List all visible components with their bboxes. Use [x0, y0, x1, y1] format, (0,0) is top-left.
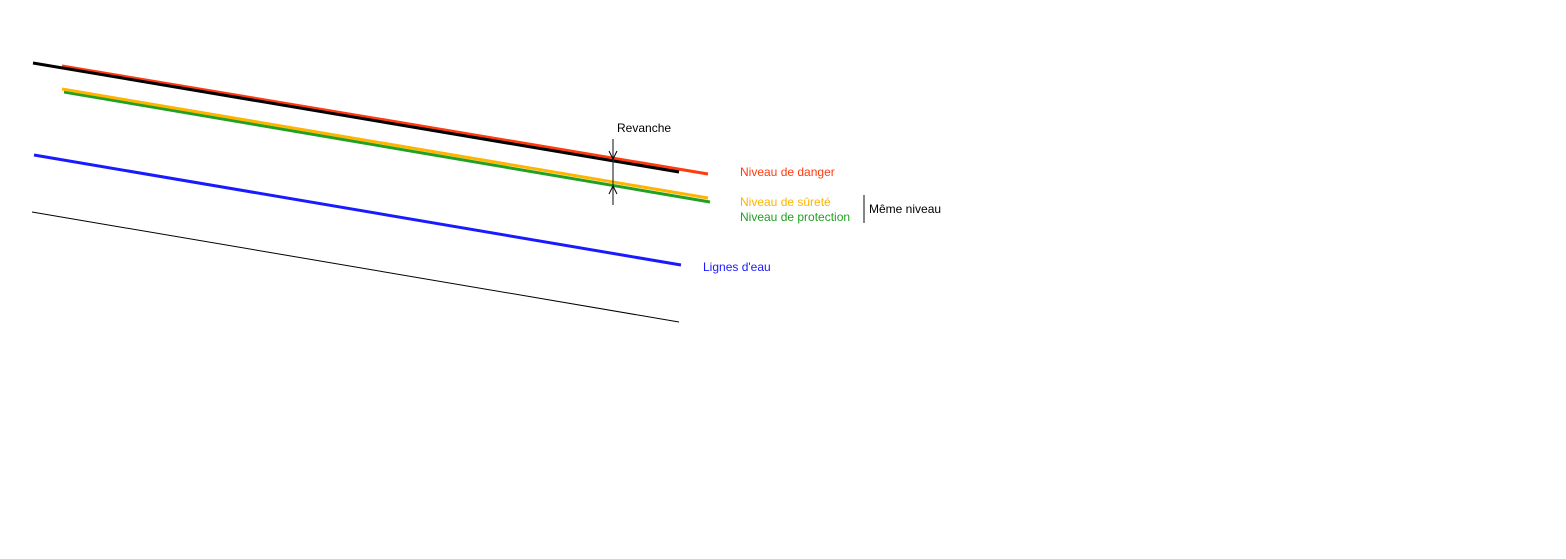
same-level-label: Même niveau — [869, 202, 942, 216]
protection-level-label: Niveau de protection — [740, 210, 851, 224]
revanche-label: Revanche — [617, 121, 672, 135]
water-line — [33, 153, 682, 267]
ground-line — [31, 211, 680, 323]
dike-crest-line — [32, 61, 680, 174]
danger-level-line — [61, 64, 709, 176]
safety-level-line — [61, 87, 709, 200]
protection-level-line — [63, 90, 711, 204]
safety-level-label: Niveau de sûreté — [740, 195, 831, 209]
revanche-dimension-arrow — [608, 139, 618, 205]
water-lines-label: Lignes d'eau — [703, 260, 771, 274]
danger-level-label: Niveau de danger — [740, 165, 835, 179]
